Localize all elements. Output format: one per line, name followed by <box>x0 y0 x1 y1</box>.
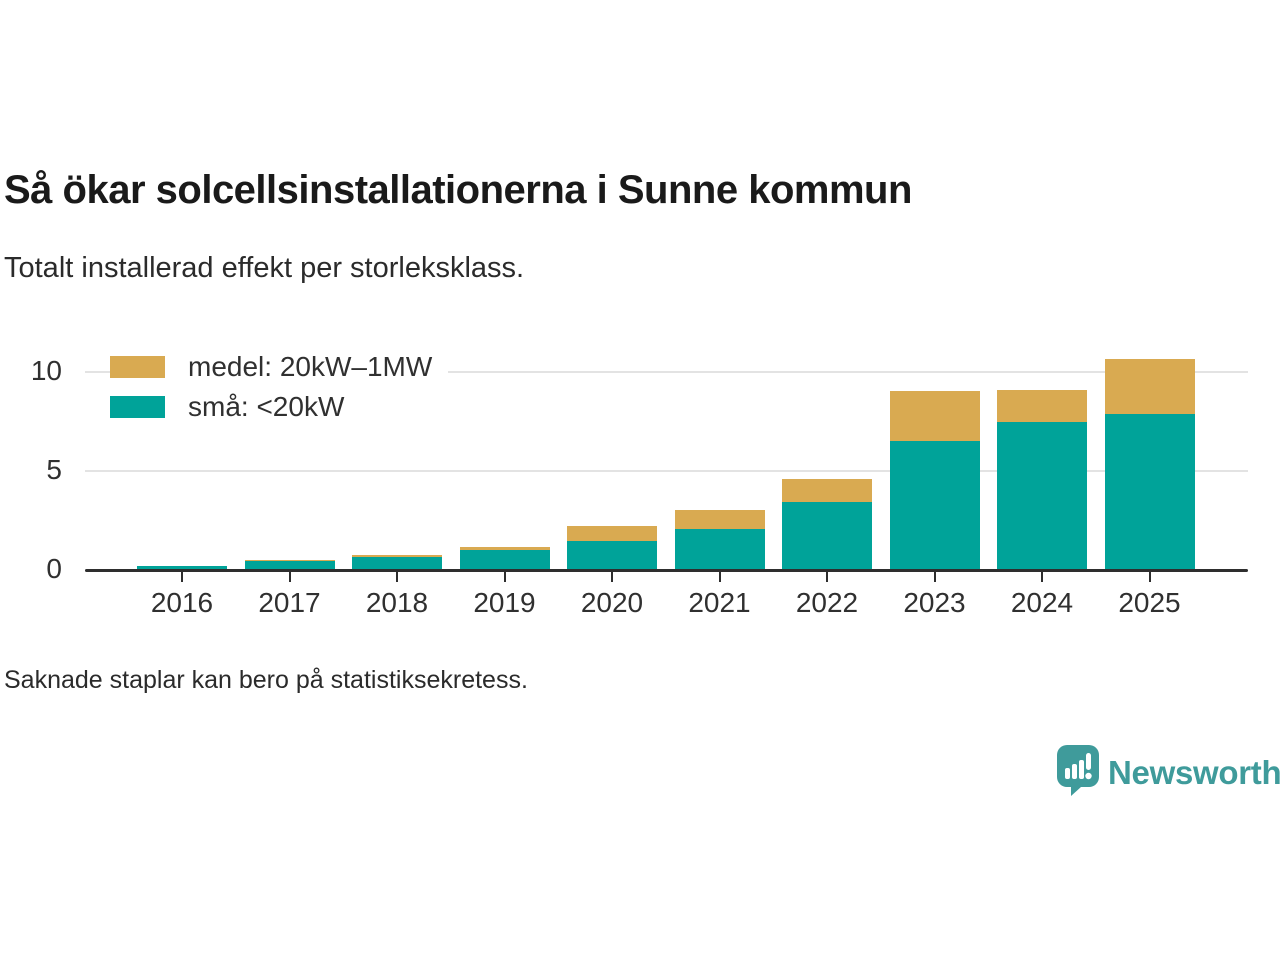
x-axis-tick-2018 <box>396 571 398 582</box>
bar-segment-2023-små <box>889 441 980 570</box>
bar-segment-2018-små <box>352 557 442 570</box>
legend-label: små: <20kW <box>188 391 345 422</box>
gridline-10 <box>85 371 1248 373</box>
x-axis-tick-2017 <box>288 571 291 582</box>
bar-segment-2019-små <box>459 550 550 570</box>
bar-segment-2019-medel <box>459 547 550 551</box>
chart-legend: medel: 20kW–1MW små: <20kW <box>110 351 449 436</box>
x-axis-line <box>85 569 1248 572</box>
x-axis-label-2016: 2016 <box>150 587 214 618</box>
legend-label: medel: 20kW–1MW <box>188 351 433 382</box>
page-title: Så ökar solcellsinstallationerna i Sunne… <box>4 168 912 212</box>
legend-swatch <box>110 356 165 378</box>
x-axis-tick-2023 <box>933 571 936 582</box>
x-axis-tick-2020 <box>611 571 613 582</box>
x-axis-label-2022: 2022 <box>795 587 859 618</box>
bar-segment-2016-små <box>137 566 227 570</box>
x-axis-tick-2022 <box>826 571 828 582</box>
gridline-5 <box>85 470 1248 472</box>
legend-swatch <box>110 396 165 418</box>
x-axis-label-2018: 2018 <box>365 587 429 618</box>
bar-segment-2017-små <box>244 561 335 570</box>
bar-segment-2020-små <box>567 541 657 570</box>
x-axis-tick-2024 <box>1041 571 1043 582</box>
bar-segment-2017-medel <box>244 560 335 562</box>
x-axis-label-2019: 2019 <box>473 587 536 618</box>
bar-segment-2024-medel <box>997 389 1087 422</box>
x-axis-label-2024: 2024 <box>1010 587 1074 618</box>
y-axis-label-5: 5 <box>46 454 62 485</box>
x-axis-label-2021: 2021 <box>688 587 751 618</box>
bar-segment-2020-medel <box>567 526 657 542</box>
bar-segment-2021-små <box>674 529 765 570</box>
bar-segment-2022-små <box>782 502 872 570</box>
y-axis-label-0: 0 <box>46 553 62 584</box>
bar-segment-2025-medel <box>1104 358 1195 414</box>
bar-segment-2022-medel <box>782 478 872 502</box>
brand-name: Newsworthy <box>1108 754 1280 791</box>
bar-segment-2025-små <box>1104 414 1195 570</box>
x-axis-label-2020: 2020 <box>580 587 644 618</box>
x-axis-tick-2019 <box>503 571 506 582</box>
legend-item-1: små: <20kW <box>110 391 361 422</box>
legend-item-0: medel: 20kW–1MW <box>110 351 449 382</box>
x-axis-tick-2025 <box>1148 571 1151 582</box>
x-axis-label-2017: 2017 <box>258 587 321 618</box>
page-subtitle: Totalt installerad effekt per storlekskl… <box>4 252 525 284</box>
y-axis-label-10: 10 <box>30 355 62 386</box>
x-axis-tick-2016 <box>181 571 183 582</box>
bar-segment-2018-medel <box>352 555 442 558</box>
branding: Newsworthy <box>1056 744 1280 802</box>
bar-segment-2024-små <box>997 421 1087 570</box>
bar-segment-2023-medel <box>889 391 980 442</box>
x-axis-label-2023: 2023 <box>903 587 966 618</box>
chart-footnote: Saknade staplar kan bero på statistiksek… <box>4 666 528 694</box>
bar-segment-2021-medel <box>674 510 765 530</box>
newsworthy-logo-icon <box>1056 744 1100 802</box>
x-axis-tick-2021 <box>718 571 721 582</box>
x-axis-label-2025: 2025 <box>1118 587 1181 618</box>
